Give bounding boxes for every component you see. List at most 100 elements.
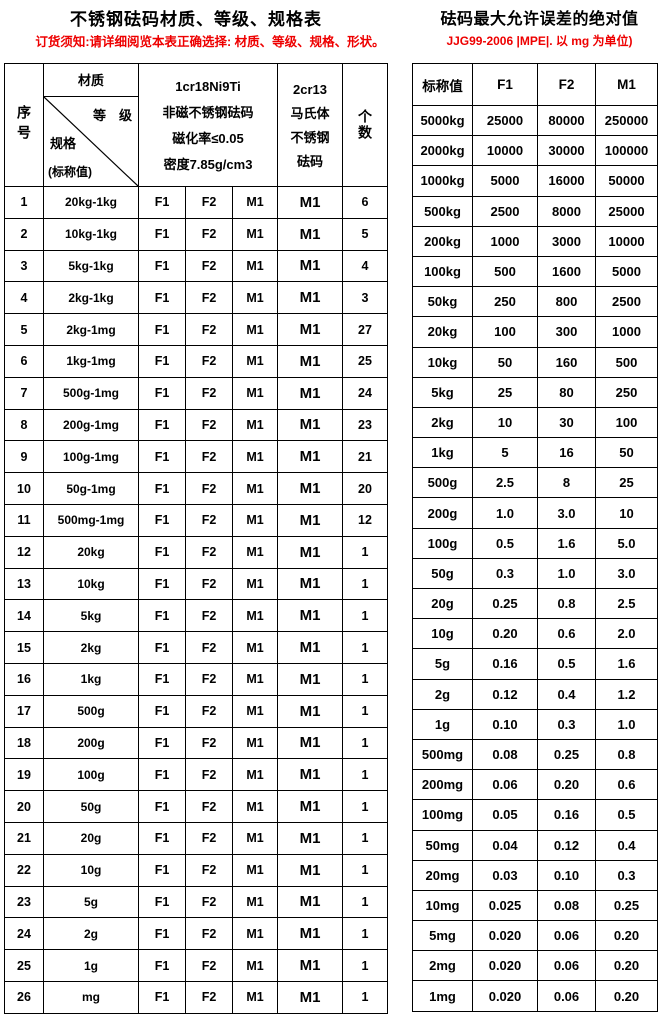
table-cell: 11 — [4, 503, 44, 537]
right-table-title: 砝码最大允许误差的绝对值 — [440, 11, 639, 28]
table-cell: 2kg-1kg — [43, 281, 139, 315]
table-row: 13 10kg F1 F2 M1 M1 1 — [4, 567, 388, 601]
table-cell: M1 — [232, 281, 278, 315]
spec-table-body: 1 20kg-1kg F1 F2 M1 M1 6 2 10kg-1kg F1 F2 M1 M1 5 3 5kg… — [4, 186, 388, 1014]
table-cell: 0.8 — [595, 738, 658, 771]
table-cell: 50000 — [595, 165, 658, 197]
table-cell: 9 — [4, 440, 44, 474]
header-nominal-label: (标称值) — [48, 165, 92, 179]
table-cell: 10kg — [43, 567, 139, 601]
table-cell: 0.06 — [472, 769, 538, 801]
table-row: 100g 0.5 1.6 5.0 — [412, 527, 658, 559]
table-cell: 20g — [412, 587, 473, 620]
table-cell: 10mg — [412, 889, 473, 922]
table-cell: 20kg — [412, 316, 473, 348]
header-material-label: 材质 — [44, 64, 138, 97]
table-cell: 20kg-1kg — [43, 186, 139, 219]
table-cell: F2 — [185, 567, 233, 601]
table-row: 50g 0.3 1.0 3.0 — [412, 557, 658, 590]
table-cell: M1 — [277, 758, 343, 792]
material2-line1: 2cr13 — [293, 81, 327, 97]
table-cell: F1 — [138, 344, 186, 378]
table-cell: F2 — [185, 662, 233, 696]
table-cell: 1 — [4, 186, 44, 219]
table-cell: 0.020 — [472, 920, 538, 952]
table-cell: 5kg — [43, 599, 139, 633]
table-cell: M1 — [232, 726, 278, 760]
table-cell: 1000kg — [412, 165, 473, 197]
table-cell: 1kg — [412, 437, 473, 469]
table-cell: 24 — [4, 917, 44, 951]
table-cell: M1 — [277, 535, 343, 569]
table-cell: F1 — [138, 758, 186, 792]
table-cell: F1 — [138, 917, 186, 951]
spec-table-header-row: 序号 材质 等 级 规格 (标称值) 1cr18Ni9Ti — [4, 63, 388, 187]
table-cell: 0.20 — [595, 980, 658, 1012]
table-cell: M1 — [277, 344, 343, 378]
table-row: 5 2kg-1mg F1 F2 M1 M1 27 — [4, 313, 388, 346]
table-cell: 4 — [4, 281, 44, 315]
table-cell: F1 — [138, 281, 186, 315]
table-cell: F2 — [185, 376, 233, 410]
table-cell: 100kg — [412, 255, 473, 288]
table-row: 6 1kg-1mg F1 F2 M1 M1 25 — [4, 344, 388, 378]
table-cell: 500 — [595, 346, 658, 378]
table-cell: 1.2 — [595, 678, 658, 710]
table-cell: M1 — [232, 376, 278, 410]
table-cell: 0.10 — [472, 708, 538, 740]
table-row: 1 20kg-1kg F1 F2 M1 M1 6 — [4, 186, 388, 219]
table-cell: M1 — [277, 408, 343, 442]
table-row: 23 5g F1 F2 M1 M1 1 — [4, 885, 388, 919]
table-cell: M1 — [277, 472, 343, 505]
table-row: 7 500g-1mg F1 F2 M1 M1 24 — [4, 376, 388, 410]
table-cell: M1 — [232, 217, 278, 251]
table-cell: 21 — [4, 821, 44, 855]
table-cell: 10 — [472, 406, 538, 439]
table-cell: 23 — [342, 408, 388, 442]
table-cell: 2500 — [595, 286, 658, 318]
table-cell: 2.5 — [595, 587, 658, 620]
table-row: 20kg 100 300 1000 — [412, 316, 658, 348]
table-cell: 10000 — [595, 225, 658, 257]
table-cell: 17 — [4, 694, 44, 728]
table-cell: 1mg — [412, 980, 473, 1012]
table-row: 17 500g F1 F2 M1 M1 1 — [4, 694, 388, 728]
table-cell: 4 — [342, 249, 388, 283]
table-cell: 1 — [342, 885, 388, 919]
table-cell: 1 — [342, 631, 388, 664]
table-cell: 5.0 — [595, 527, 658, 559]
table-cell: 0.8 — [537, 587, 596, 620]
table-cell: 0.03 — [472, 859, 538, 891]
table-cell: 5 — [4, 313, 44, 346]
table-cell: 100 — [595, 406, 658, 439]
header-grade-label: 等 级 — [92, 108, 132, 123]
table-cell: F1 — [138, 949, 186, 982]
table-cell: M1 — [232, 790, 278, 823]
table-cell: F2 — [185, 408, 233, 442]
table-cell: 1 — [342, 662, 388, 696]
table-cell: 50mg — [412, 829, 473, 861]
table-cell: F1 — [138, 217, 186, 251]
table-row: 18 200g F1 F2 M1 M1 1 — [4, 726, 388, 760]
table-cell: M1 — [232, 535, 278, 569]
table-cell: M1 — [232, 472, 278, 505]
table-cell: F1 — [138, 853, 186, 887]
table-cell: 100g — [43, 758, 139, 792]
table-cell: 250 — [472, 286, 538, 318]
table-cell: 50g-1mg — [43, 472, 139, 505]
table-cell: M1 — [277, 249, 343, 283]
table-cell: 0.04 — [472, 829, 538, 861]
table-row: 500kg 2500 8000 25000 — [412, 195, 658, 227]
table-row: 8 200g-1mg F1 F2 M1 M1 23 — [4, 408, 388, 442]
table-cell: 0.3 — [472, 557, 538, 590]
table-cell: 1 — [342, 567, 388, 601]
table-cell: 2.5 — [472, 467, 538, 499]
header-seq-label: 序号 — [16, 105, 32, 145]
table-cell: M1 — [277, 217, 343, 251]
table-cell: F2 — [185, 217, 233, 251]
table-row: 200kg 1000 3000 10000 — [412, 225, 658, 257]
table-cell: 25000 — [595, 195, 658, 227]
header-m1: M1 — [595, 63, 658, 106]
table-cell: F2 — [185, 631, 233, 664]
table-cell: 30000 — [537, 135, 596, 167]
